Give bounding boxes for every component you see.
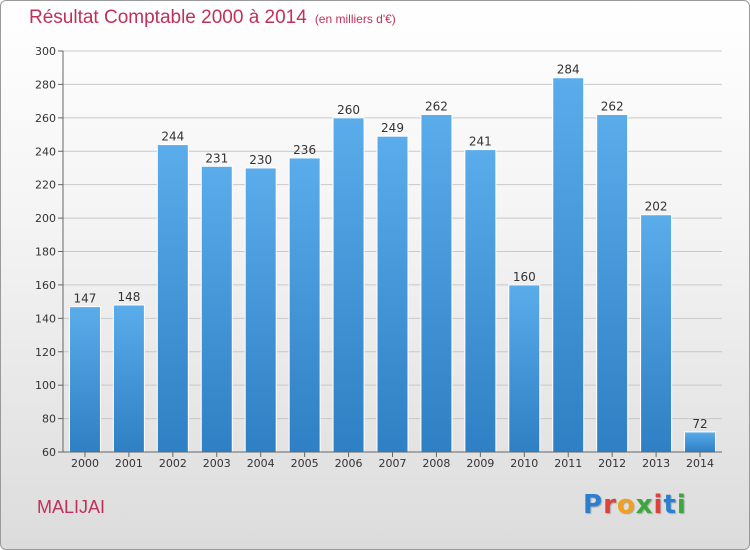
bar-value-label: 72: [692, 417, 707, 431]
y-tick-label: 260: [35, 112, 56, 125]
y-tick-label: 200: [35, 212, 56, 225]
y-tick-label: 60: [42, 446, 56, 459]
x-tick-label: 2014: [686, 457, 714, 470]
bar: [288, 157, 321, 453]
chart-subtitle: (en milliers d'€): [314, 12, 396, 26]
x-tick-label: 2006: [335, 457, 363, 470]
x-tick-label: 2003: [203, 457, 231, 470]
chart-title-text: Résultat Comptable 2000 à 2014: [29, 7, 307, 28]
x-tick-label: 2001: [115, 457, 143, 470]
y-tick-label: 80: [42, 413, 56, 426]
commune-name: MALIJAI: [37, 497, 106, 517]
bar-value-label: 249: [381, 121, 404, 135]
x-tick-label: 2012: [598, 457, 626, 470]
bar-value-label: 230: [249, 153, 272, 167]
bar: [376, 135, 409, 453]
y-tick-label: 240: [35, 145, 56, 158]
x-tick-label: 2007: [379, 457, 407, 470]
x-tick-label: 2000: [71, 457, 99, 470]
bar: [684, 431, 717, 453]
bar: [68, 306, 101, 453]
bar: [596, 113, 629, 453]
bar-value-label: 241: [469, 135, 492, 149]
x-tick-label: 2011: [554, 457, 582, 470]
x-tick-label: 2004: [247, 457, 275, 470]
bar-value-label: 202: [645, 200, 668, 214]
x-tick-label: 2010: [510, 457, 538, 470]
logo-letter: P: [583, 490, 604, 520]
logo-letter: x: [635, 490, 654, 520]
bar: [464, 149, 497, 453]
x-tick-label: 2009: [466, 457, 494, 470]
y-tick-label: 180: [35, 246, 56, 259]
bar-value-label: 147: [74, 292, 97, 306]
x-tick-label: 2013: [642, 457, 670, 470]
bar: [200, 165, 233, 453]
bar-value-label: 236: [293, 143, 316, 157]
bar: [508, 284, 541, 453]
bar-value-label: 260: [337, 103, 360, 117]
bar-value-label: 284: [557, 63, 580, 77]
logo-letter: i: [676, 490, 687, 520]
chart-title: Résultat Comptable 2000 à 2014 (en millie…: [29, 7, 396, 29]
y-tick-label: 100: [35, 379, 56, 392]
bar-value-label: 160: [513, 270, 536, 284]
bar: [156, 144, 189, 453]
bar-value-label: 262: [601, 99, 624, 113]
bar: [244, 167, 277, 453]
bar: [112, 304, 145, 453]
x-tick-label: 2005: [291, 457, 319, 470]
bar: [332, 117, 365, 453]
bar: [552, 77, 585, 453]
x-tick-label: 2008: [422, 457, 450, 470]
bar-value-label: 262: [425, 99, 448, 113]
bar-value-label: 231: [205, 151, 228, 165]
bar-value-label: 244: [161, 130, 184, 144]
logo-letter: o: [616, 490, 636, 520]
y-tick-label: 220: [35, 179, 56, 192]
y-tick-label: 140: [35, 312, 56, 325]
logo-letter: i: [653, 490, 664, 520]
y-tick-label: 300: [35, 45, 56, 58]
logo-letter: t: [663, 490, 677, 520]
bar: [640, 214, 673, 453]
y-tick-label: 160: [35, 279, 56, 292]
bar-value-label: 148: [117, 290, 140, 304]
x-tick-label: 2002: [159, 457, 187, 470]
y-tick-label: 120: [35, 346, 56, 359]
bar: [420, 113, 453, 453]
logo-letter: r: [603, 490, 617, 520]
y-tick-label: 280: [35, 78, 56, 91]
proxiti-logo: Proxiti: [583, 490, 687, 520]
